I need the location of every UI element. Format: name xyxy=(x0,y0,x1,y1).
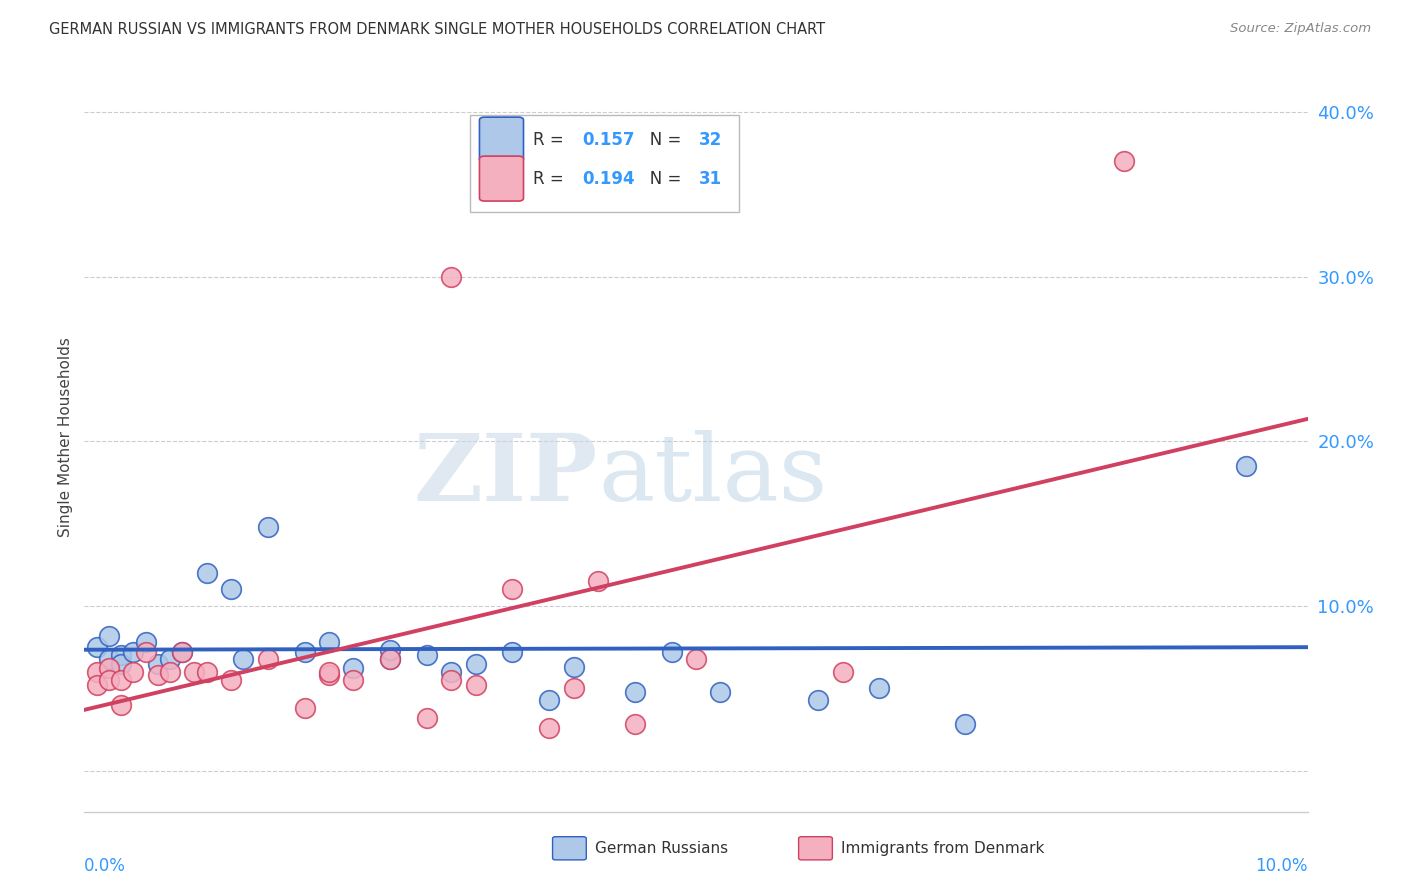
FancyBboxPatch shape xyxy=(479,156,523,201)
Point xyxy=(159,651,181,665)
Point xyxy=(380,651,402,665)
Text: 0.194: 0.194 xyxy=(582,169,636,187)
Point xyxy=(464,678,486,692)
Point xyxy=(318,635,340,649)
Point xyxy=(1236,458,1258,473)
Point xyxy=(257,520,280,534)
Text: N =: N = xyxy=(634,169,686,187)
Point xyxy=(953,717,976,731)
Point xyxy=(416,711,439,725)
Point xyxy=(122,645,145,659)
Point xyxy=(502,582,524,597)
Point xyxy=(624,717,647,731)
Text: German Russians: German Russians xyxy=(595,841,728,855)
Point xyxy=(257,651,280,665)
Point xyxy=(440,665,463,679)
Point xyxy=(562,660,585,674)
Text: Immigrants from Denmark: Immigrants from Denmark xyxy=(841,841,1045,855)
Point xyxy=(869,681,891,696)
Point xyxy=(342,673,364,687)
Point xyxy=(1114,154,1136,169)
Point xyxy=(86,640,108,654)
Point xyxy=(195,665,218,679)
Point xyxy=(146,668,169,682)
Text: R =: R = xyxy=(533,130,569,149)
Point xyxy=(661,645,683,659)
Point xyxy=(562,681,585,696)
Point xyxy=(232,651,254,665)
Point xyxy=(172,645,194,659)
Point xyxy=(807,692,830,706)
Point xyxy=(195,566,218,580)
Point xyxy=(159,665,181,679)
Text: 32: 32 xyxy=(699,130,721,149)
Point xyxy=(342,661,364,675)
Point xyxy=(416,648,439,663)
Point xyxy=(685,651,707,665)
Point xyxy=(380,643,402,657)
Point xyxy=(97,661,120,675)
Point xyxy=(97,651,120,665)
Point xyxy=(502,645,524,659)
Point xyxy=(440,673,463,687)
Point xyxy=(110,698,132,712)
FancyBboxPatch shape xyxy=(479,117,523,162)
Point xyxy=(464,657,486,671)
Text: atlas: atlas xyxy=(598,430,827,519)
Point xyxy=(97,628,120,642)
Text: ZIP: ZIP xyxy=(413,430,598,519)
Point xyxy=(219,582,242,597)
Point xyxy=(318,668,340,682)
Point xyxy=(440,269,463,284)
Point xyxy=(294,645,316,659)
Point xyxy=(183,665,205,679)
Point xyxy=(538,721,561,735)
Point xyxy=(122,665,145,679)
Point xyxy=(624,684,647,698)
Point xyxy=(318,665,340,679)
Point xyxy=(380,651,402,665)
Point xyxy=(146,657,169,671)
Text: R =: R = xyxy=(533,169,569,187)
Point xyxy=(135,635,157,649)
Text: Source: ZipAtlas.com: Source: ZipAtlas.com xyxy=(1230,22,1371,36)
Point xyxy=(110,648,132,663)
Text: 10.0%: 10.0% xyxy=(1256,856,1308,875)
Point xyxy=(172,645,194,659)
Point xyxy=(294,701,316,715)
Point xyxy=(831,665,853,679)
Text: 0.157: 0.157 xyxy=(582,130,634,149)
Point xyxy=(538,692,561,706)
Text: N =: N = xyxy=(634,130,686,149)
Point xyxy=(219,673,242,687)
Point xyxy=(86,665,108,679)
Point xyxy=(110,673,132,687)
Point xyxy=(709,684,731,698)
Point xyxy=(135,645,157,659)
Point xyxy=(97,673,120,687)
Point xyxy=(586,574,609,589)
Y-axis label: Single Mother Households: Single Mother Households xyxy=(58,337,73,537)
FancyBboxPatch shape xyxy=(470,115,738,212)
Text: GERMAN RUSSIAN VS IMMIGRANTS FROM DENMARK SINGLE MOTHER HOUSEHOLDS CORRELATION C: GERMAN RUSSIAN VS IMMIGRANTS FROM DENMAR… xyxy=(49,22,825,37)
Point xyxy=(110,657,132,671)
Point xyxy=(86,678,108,692)
Text: 0.0%: 0.0% xyxy=(84,856,127,875)
Text: 31: 31 xyxy=(699,169,721,187)
